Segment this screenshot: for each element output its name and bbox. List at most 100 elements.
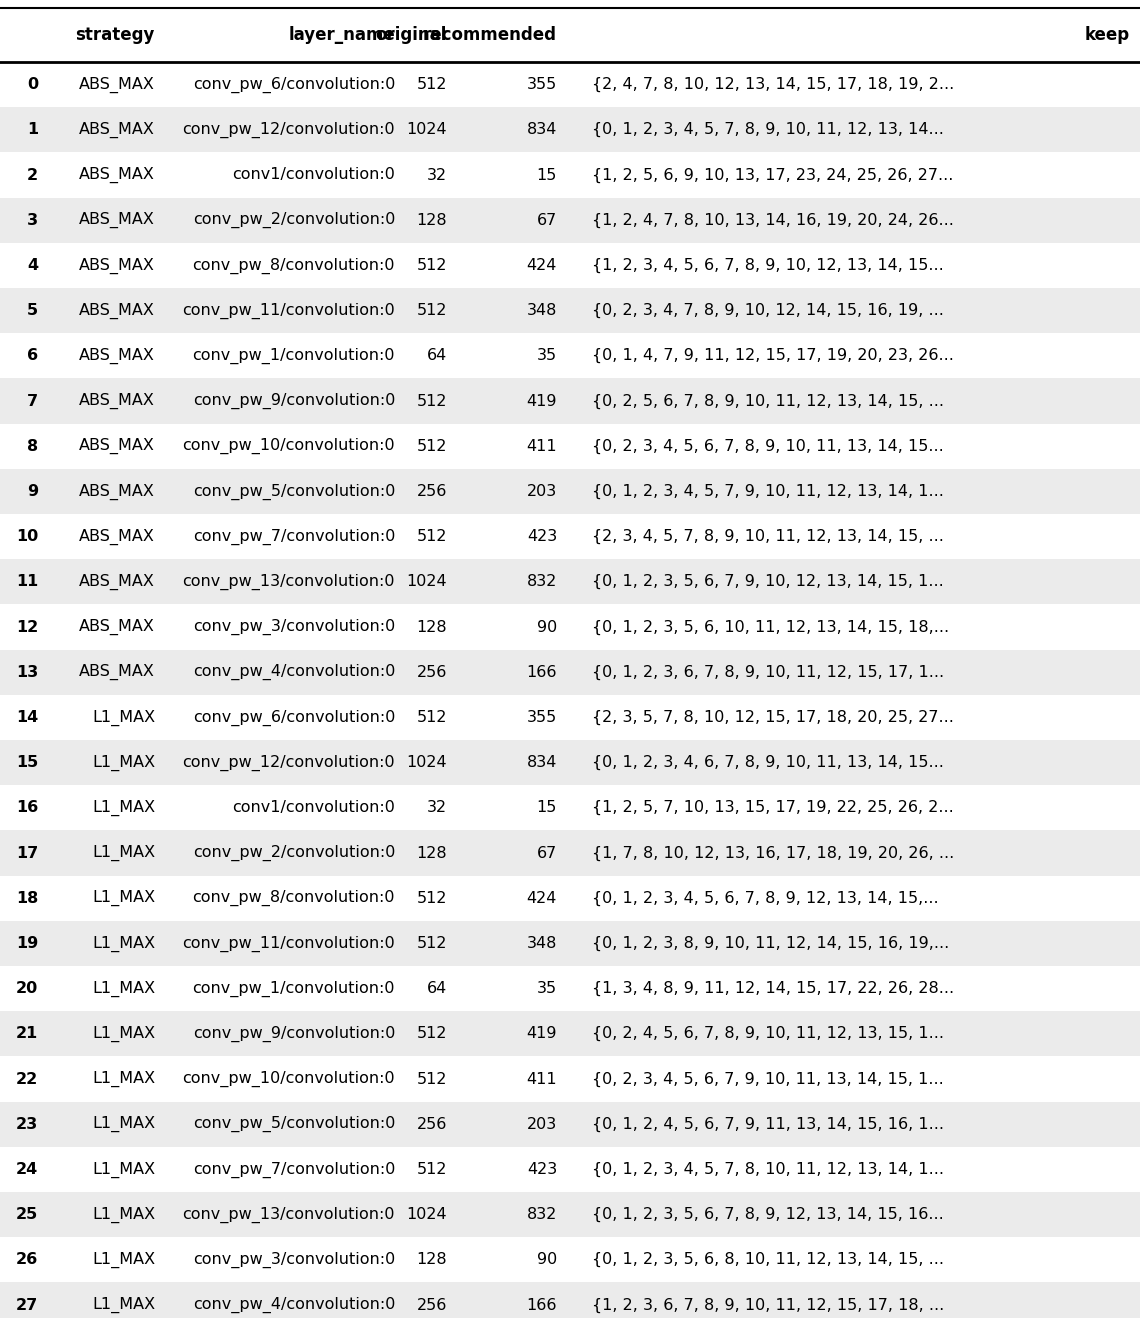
Text: conv_pw_9/convolution:0: conv_pw_9/convolution:0 (193, 393, 394, 409)
Text: 423: 423 (527, 529, 557, 544)
Text: 355: 355 (527, 710, 557, 725)
Text: L1_MAX: L1_MAX (92, 800, 155, 816)
Text: 6: 6 (27, 348, 38, 364)
Text: ABS_MAX: ABS_MAX (79, 664, 155, 680)
Text: 1024: 1024 (406, 1207, 447, 1222)
Text: conv_pw_10/convolution:0: conv_pw_10/convolution:0 (182, 438, 394, 455)
Text: 90: 90 (537, 1252, 557, 1268)
Text: {1, 2, 5, 6, 9, 10, 13, 17, 23, 24, 25, 26, 27...: {1, 2, 5, 6, 9, 10, 13, 17, 23, 24, 25, … (592, 167, 953, 183)
Text: 2: 2 (27, 167, 38, 182)
Text: L1_MAX: L1_MAX (92, 890, 155, 907)
Text: L1_MAX: L1_MAX (92, 936, 155, 952)
Text: 67: 67 (537, 212, 557, 228)
Text: conv_pw_12/convolution:0: conv_pw_12/convolution:0 (182, 754, 394, 771)
Text: 14: 14 (16, 710, 38, 725)
Bar (0, 1102, 1140, 1147)
Bar (0, 1011, 1140, 1057)
Text: 512: 512 (416, 76, 447, 92)
Bar (0, 243, 1140, 289)
Bar (0, 830, 1140, 875)
Text: {2, 4, 7, 8, 10, 12, 13, 14, 15, 17, 18, 19, 2...: {2, 4, 7, 8, 10, 12, 13, 14, 15, 17, 18,… (592, 76, 954, 92)
Text: ABS_MAX: ABS_MAX (79, 484, 155, 500)
Text: 348: 348 (527, 936, 557, 950)
Bar (0, 153, 1140, 198)
Text: {0, 1, 4, 7, 9, 11, 12, 15, 17, 19, 20, 23, 26...: {0, 1, 4, 7, 9, 11, 12, 15, 17, 19, 20, … (592, 348, 954, 364)
Text: 22: 22 (16, 1072, 38, 1086)
Text: 25: 25 (16, 1207, 38, 1222)
Bar (0, 786, 1140, 830)
Bar (0, 378, 1140, 423)
Text: {0, 1, 2, 3, 4, 5, 7, 9, 10, 11, 12, 13, 14, 1...: {0, 1, 2, 3, 4, 5, 7, 9, 10, 11, 12, 13,… (592, 484, 944, 500)
Text: conv_pw_7/convolution:0: conv_pw_7/convolution:0 (193, 1161, 394, 1177)
Text: 128: 128 (416, 212, 447, 228)
Text: 512: 512 (416, 1162, 447, 1177)
Text: {1, 2, 4, 7, 8, 10, 13, 14, 16, 19, 20, 24, 26...: {1, 2, 4, 7, 8, 10, 13, 14, 16, 19, 20, … (592, 212, 954, 228)
Text: 20: 20 (16, 981, 38, 996)
Text: conv1/convolution:0: conv1/convolution:0 (233, 167, 394, 182)
Text: ABS_MAX: ABS_MAX (79, 212, 155, 228)
Text: conv_pw_6/convolution:0: conv_pw_6/convolution:0 (193, 76, 394, 92)
Text: 512: 512 (416, 258, 447, 273)
Text: conv_pw_4/convolution:0: conv_pw_4/convolution:0 (193, 1297, 394, 1313)
Text: 64: 64 (426, 981, 447, 996)
Text: ABS_MAX: ABS_MAX (79, 529, 155, 544)
Text: conv_pw_11/convolution:0: conv_pw_11/convolution:0 (182, 936, 394, 952)
Text: 67: 67 (537, 846, 557, 861)
Text: 9: 9 (27, 484, 38, 500)
Text: 512: 512 (416, 891, 447, 905)
Bar (0, 333, 1140, 378)
Text: 15: 15 (537, 167, 557, 182)
Text: conv_pw_1/convolution:0: conv_pw_1/convolution:0 (193, 981, 394, 996)
Text: 419: 419 (527, 394, 557, 409)
Text: conv1/convolution:0: conv1/convolution:0 (233, 800, 394, 816)
Text: 512: 512 (416, 1072, 447, 1086)
Text: {1, 7, 8, 10, 12, 13, 16, 17, 18, 19, 20, 26, ...: {1, 7, 8, 10, 12, 13, 16, 17, 18, 19, 20… (592, 845, 954, 861)
Text: conv_pw_8/convolution:0: conv_pw_8/convolution:0 (193, 257, 394, 274)
Text: 419: 419 (527, 1027, 557, 1041)
Bar (0, 650, 1140, 695)
Text: L1_MAX: L1_MAX (92, 845, 155, 861)
Text: ABS_MAX: ABS_MAX (79, 76, 155, 92)
Text: conv_pw_5/convolution:0: conv_pw_5/convolution:0 (193, 1116, 394, 1132)
Text: 832: 832 (527, 575, 557, 589)
Text: ABS_MAX: ABS_MAX (79, 348, 155, 364)
Bar (0, 107, 1140, 153)
Text: L1_MAX: L1_MAX (92, 1072, 155, 1087)
Text: conv_pw_9/convolution:0: conv_pw_9/convolution:0 (193, 1025, 394, 1043)
Text: 5: 5 (27, 303, 38, 318)
Text: 128: 128 (416, 619, 447, 634)
Text: L1_MAX: L1_MAX (92, 1161, 155, 1177)
Text: 166: 166 (527, 664, 557, 680)
Text: 10: 10 (16, 529, 38, 544)
Bar (0, 1191, 1140, 1238)
Text: conv_pw_3/convolution:0: conv_pw_3/convolution:0 (193, 1252, 394, 1268)
Text: L1_MAX: L1_MAX (92, 1297, 155, 1313)
Text: 1024: 1024 (406, 755, 447, 770)
Text: {2, 3, 5, 7, 8, 10, 12, 15, 17, 18, 20, 25, 27...: {2, 3, 5, 7, 8, 10, 12, 15, 17, 18, 20, … (592, 710, 954, 725)
Text: conv_pw_13/convolution:0: conv_pw_13/convolution:0 (182, 1206, 394, 1223)
Text: 411: 411 (527, 439, 557, 453)
Text: 16: 16 (16, 800, 38, 816)
Bar (0, 1238, 1140, 1282)
Text: original: original (375, 26, 447, 43)
Text: L1_MAX: L1_MAX (92, 754, 155, 771)
Text: 15: 15 (16, 755, 38, 770)
Text: {1, 2, 3, 6, 7, 8, 9, 10, 11, 12, 15, 17, 18, ...: {1, 2, 3, 6, 7, 8, 9, 10, 11, 12, 15, 17… (592, 1297, 944, 1313)
Text: 166: 166 (527, 1297, 557, 1313)
Text: ABS_MAX: ABS_MAX (79, 438, 155, 455)
Text: 355: 355 (527, 76, 557, 92)
Text: {0, 1, 2, 3, 5, 6, 8, 10, 11, 12, 13, 14, 15, ...: {0, 1, 2, 3, 5, 6, 8, 10, 11, 12, 13, 14… (592, 1252, 944, 1268)
Text: {0, 1, 2, 3, 4, 6, 7, 8, 9, 10, 11, 13, 14, 15...: {0, 1, 2, 3, 4, 6, 7, 8, 9, 10, 11, 13, … (592, 755, 944, 770)
Bar (0, 559, 1140, 605)
Text: {0, 2, 5, 6, 7, 8, 9, 10, 11, 12, 13, 14, 15, ...: {0, 2, 5, 6, 7, 8, 9, 10, 11, 12, 13, 14… (592, 393, 944, 409)
Bar (0, 1057, 1140, 1102)
Text: conv_pw_3/convolution:0: conv_pw_3/convolution:0 (193, 619, 394, 635)
Text: L1_MAX: L1_MAX (92, 1116, 155, 1132)
Text: ABS_MAX: ABS_MAX (79, 167, 155, 183)
Text: 256: 256 (416, 664, 447, 680)
Text: ABS_MAX: ABS_MAX (79, 573, 155, 590)
Bar (0, 966, 1140, 1011)
Text: L1_MAX: L1_MAX (92, 981, 155, 996)
Text: {0, 2, 4, 5, 6, 7, 8, 9, 10, 11, 12, 13, 15, 1...: {0, 2, 4, 5, 6, 7, 8, 9, 10, 11, 12, 13,… (592, 1027, 944, 1041)
Text: 64: 64 (426, 348, 447, 364)
